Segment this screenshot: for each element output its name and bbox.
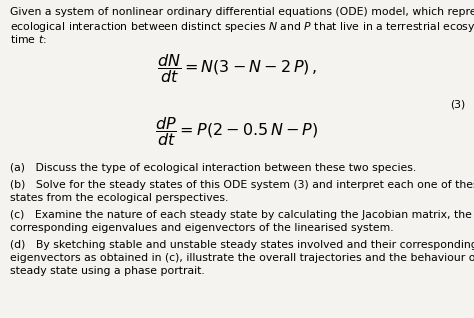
Text: (c)   Examine the nature of each steady state by calculating the Jacobian matrix: (c) Examine the nature of each steady st… bbox=[10, 210, 472, 220]
Text: states from the ecological perspectives.: states from the ecological perspectives. bbox=[10, 193, 228, 203]
Text: (3): (3) bbox=[450, 100, 465, 110]
Text: steady state using a phase portrait.: steady state using a phase portrait. bbox=[10, 266, 205, 276]
Text: $\dfrac{dP}{dt} = P(2 - 0.5\,N - P)$: $\dfrac{dP}{dt} = P(2 - 0.5\,N - P)$ bbox=[155, 115, 319, 148]
Text: corresponding eigenvalues and eigenvectors of the linearised system.: corresponding eigenvalues and eigenvecto… bbox=[10, 223, 393, 233]
Text: Given a system of nonlinear ordinary differential equations (ODE) model, which r: Given a system of nonlinear ordinary dif… bbox=[10, 7, 474, 17]
Text: time $t$:: time $t$: bbox=[10, 33, 46, 45]
Text: (b)   Solve for the steady states of this ODE system (3) and interpret each one : (b) Solve for the steady states of this … bbox=[10, 180, 474, 190]
Text: (d)   By sketching stable and unstable steady states involved and their correspo: (d) By sketching stable and unstable ste… bbox=[10, 240, 474, 250]
Text: eigenvectors as obtained in (c), illustrate the overall trajectories and the beh: eigenvectors as obtained in (c), illustr… bbox=[10, 253, 474, 263]
Text: (a)   Discuss the type of ecological interaction between these two species.: (a) Discuss the type of ecological inter… bbox=[10, 163, 416, 173]
Text: $\dfrac{dN}{dt} = N(3 - N - 2\,P)\,,$: $\dfrac{dN}{dt} = N(3 - N - 2\,P)\,,$ bbox=[157, 52, 317, 85]
Text: ecological interaction between distinct species $N$ and $P$ that live in a terre: ecological interaction between distinct … bbox=[10, 20, 474, 34]
